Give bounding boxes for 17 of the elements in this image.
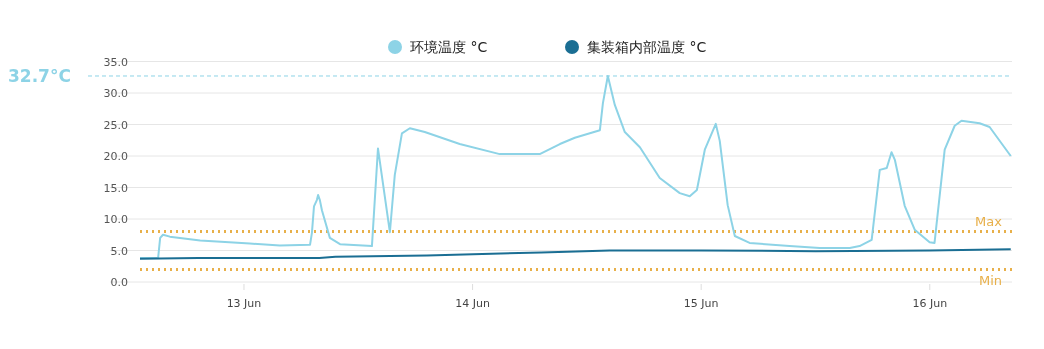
ref-line-label: Min (978, 273, 1002, 289)
y-tick-label: 35.0 (103, 55, 128, 69)
legend-label: 环境温度 °C (410, 39, 488, 55)
y-tick-label: 0.0 (110, 276, 128, 289)
legend-label: 集装箱内部温度 °C (587, 39, 707, 55)
x-tick-label: 14 Jun (455, 297, 490, 310)
y-tick-label: 10.0 (103, 213, 128, 226)
x-tick-label: 16 Jun (912, 297, 948, 310)
x-tick-label: 15 Jun (683, 297, 719, 310)
ref-line-label: 32.7°C (8, 65, 71, 86)
y-tick-label: 15.0 (103, 181, 128, 195)
y-tick-label: 30.0 (103, 87, 128, 100)
y-tick-label: 5.0 (110, 244, 128, 258)
y-tick-label: 20.0 (103, 150, 128, 163)
x-tick-label: 13 Jun (226, 297, 262, 310)
y-tick-label: 25.0 (103, 118, 128, 132)
ref-line-label: Max (975, 213, 1003, 229)
